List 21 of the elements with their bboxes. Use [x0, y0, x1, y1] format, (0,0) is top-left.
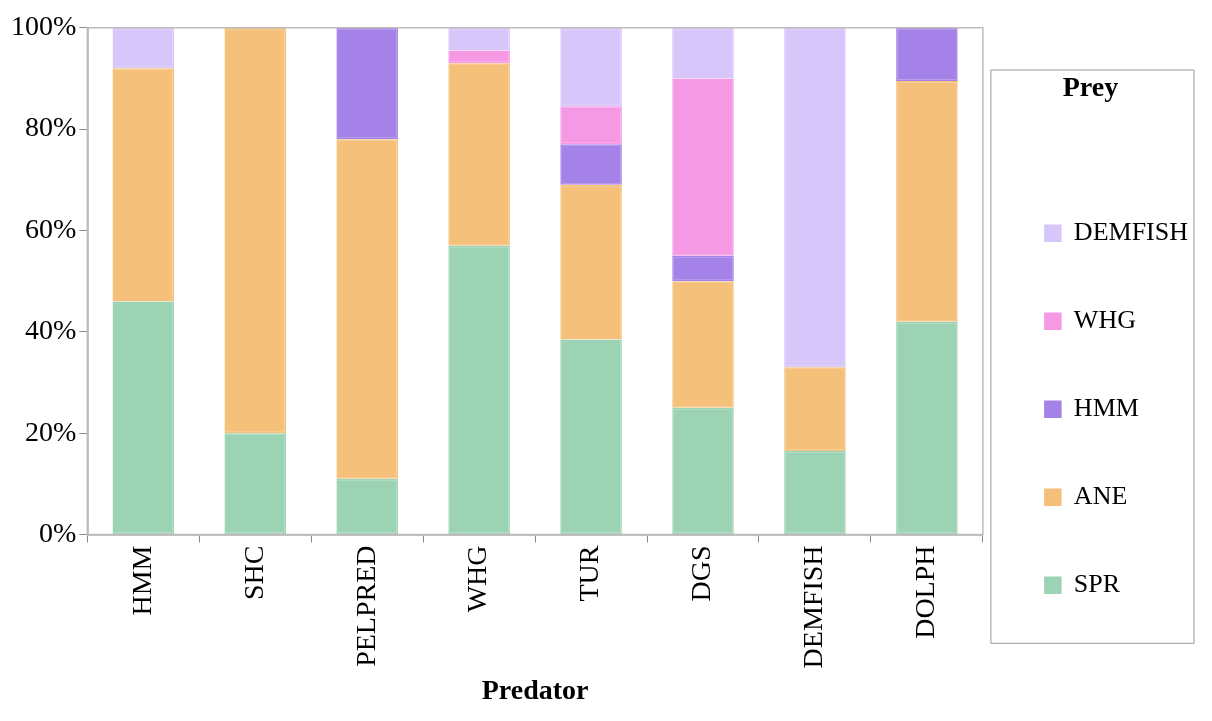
y-tick-label: 80%	[25, 111, 77, 143]
x-tick-label: HMM	[125, 545, 157, 616]
legend-label: SPR	[1073, 569, 1121, 599]
legend-label: DEMFISH	[1073, 217, 1189, 247]
x-tick-label: DGS	[685, 545, 717, 602]
y-tick-label: 20%	[25, 415, 77, 447]
y-tick-label: 0%	[39, 516, 77, 548]
y-tick-label: 60%	[25, 212, 77, 244]
legend-label: ANE	[1073, 481, 1128, 511]
legend-title: Prey	[1062, 70, 1119, 102]
x-tick-label: WHG	[461, 545, 493, 613]
x-tick-label: DEMFISH	[797, 545, 829, 669]
legend-label: HMM	[1073, 393, 1139, 423]
y-tick-label: 100%	[11, 10, 77, 42]
x-axis-title: Predator	[481, 674, 589, 706]
x-tick-label: DOLPH	[909, 545, 941, 639]
x-tick-label: TUR	[573, 545, 605, 602]
x-tick-label: PELPRED	[349, 545, 381, 667]
legend-label: WHG	[1073, 305, 1136, 335]
x-tick-label: SHC	[237, 545, 269, 600]
y-tick-label: 40%	[25, 314, 77, 346]
